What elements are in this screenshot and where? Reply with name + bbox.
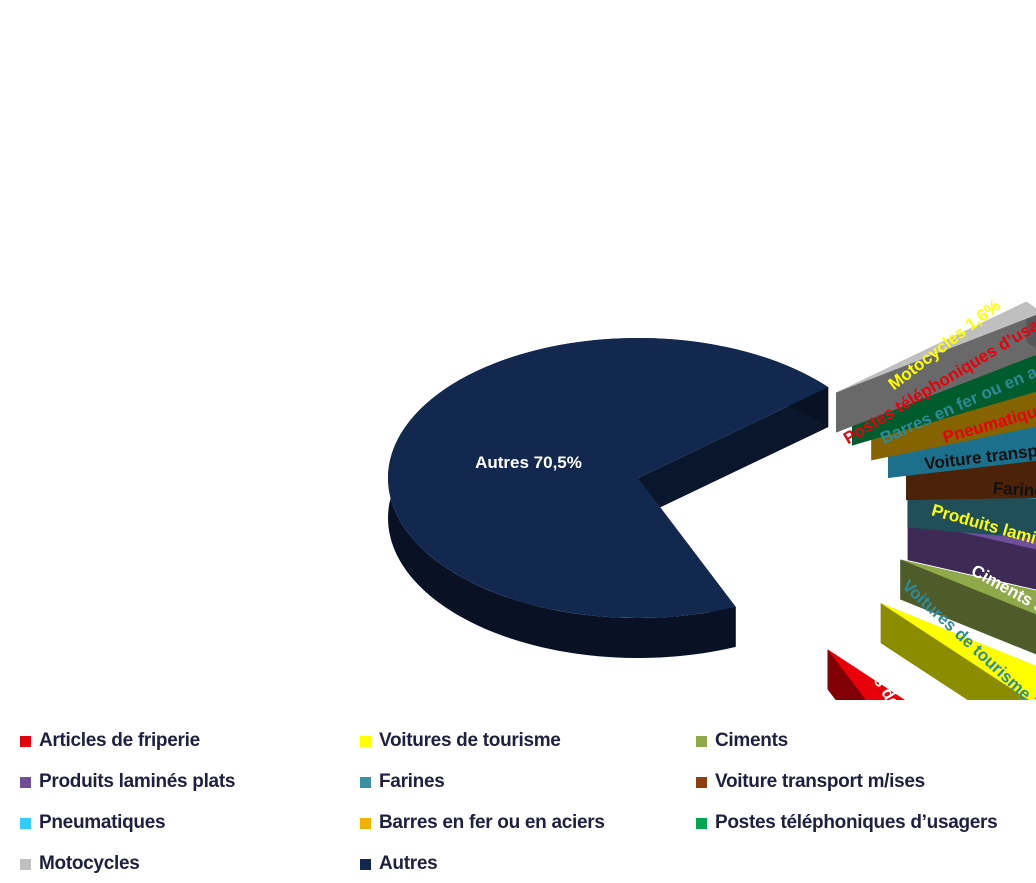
legend-item: Ciments bbox=[696, 730, 788, 752]
legend-label: Articles de friperie bbox=[39, 730, 200, 751]
slice-data-label: Autres 70,5% bbox=[475, 453, 582, 472]
legend-swatch bbox=[696, 776, 707, 788]
legend-label: Ciments bbox=[715, 730, 788, 751]
legend-item: Motocycles bbox=[20, 853, 140, 875]
pie-slice bbox=[836, 301, 1036, 433]
legend-swatch bbox=[696, 735, 707, 747]
legend-item: Postes téléphoniques d’usagers bbox=[696, 812, 998, 834]
legend-item: Autres bbox=[360, 853, 438, 875]
legend-swatch bbox=[20, 776, 31, 788]
pie-chart: Articles de friperie 4,9%Voitures de tou… bbox=[388, 282, 1036, 700]
legend-item: Produits laminés plats bbox=[20, 771, 235, 793]
legend-label: Pneumatiques bbox=[39, 812, 166, 833]
legend-label: Autres bbox=[379, 853, 438, 874]
pie-slice bbox=[880, 603, 1036, 700]
legend-label: Farines bbox=[379, 771, 445, 792]
legend-swatch bbox=[20, 858, 31, 870]
legend-label: Motocycles bbox=[39, 853, 140, 874]
legend-label: Barres en fer ou en aciers bbox=[379, 812, 605, 833]
legend-item: Farines bbox=[360, 771, 445, 793]
legend-item: Pneumatiques bbox=[20, 812, 166, 834]
pie-slice bbox=[388, 337, 829, 658]
legend-label: Postes téléphoniques d’usagers bbox=[715, 812, 998, 833]
legend-swatch bbox=[360, 858, 371, 870]
pie-slice bbox=[827, 649, 905, 700]
legend-swatch bbox=[360, 817, 371, 829]
legend-swatch bbox=[360, 776, 371, 788]
legend-item: Voiture transport m/ises bbox=[696, 771, 925, 793]
legend-swatch bbox=[360, 735, 371, 747]
legend-swatch bbox=[20, 735, 31, 747]
legend-item: Barres en fer ou en aciers bbox=[360, 812, 605, 834]
legend-item: Voitures de tourisme bbox=[360, 730, 561, 752]
legend-item: Articles de friperie bbox=[20, 730, 200, 752]
legend-swatch bbox=[20, 817, 31, 829]
legend-swatch bbox=[696, 817, 707, 829]
legend-label: Voiture transport m/ises bbox=[715, 771, 925, 792]
legend-label: Voitures de tourisme bbox=[379, 730, 561, 751]
legend-label: Produits laminés plats bbox=[39, 771, 236, 792]
pie-slice bbox=[900, 559, 1036, 655]
